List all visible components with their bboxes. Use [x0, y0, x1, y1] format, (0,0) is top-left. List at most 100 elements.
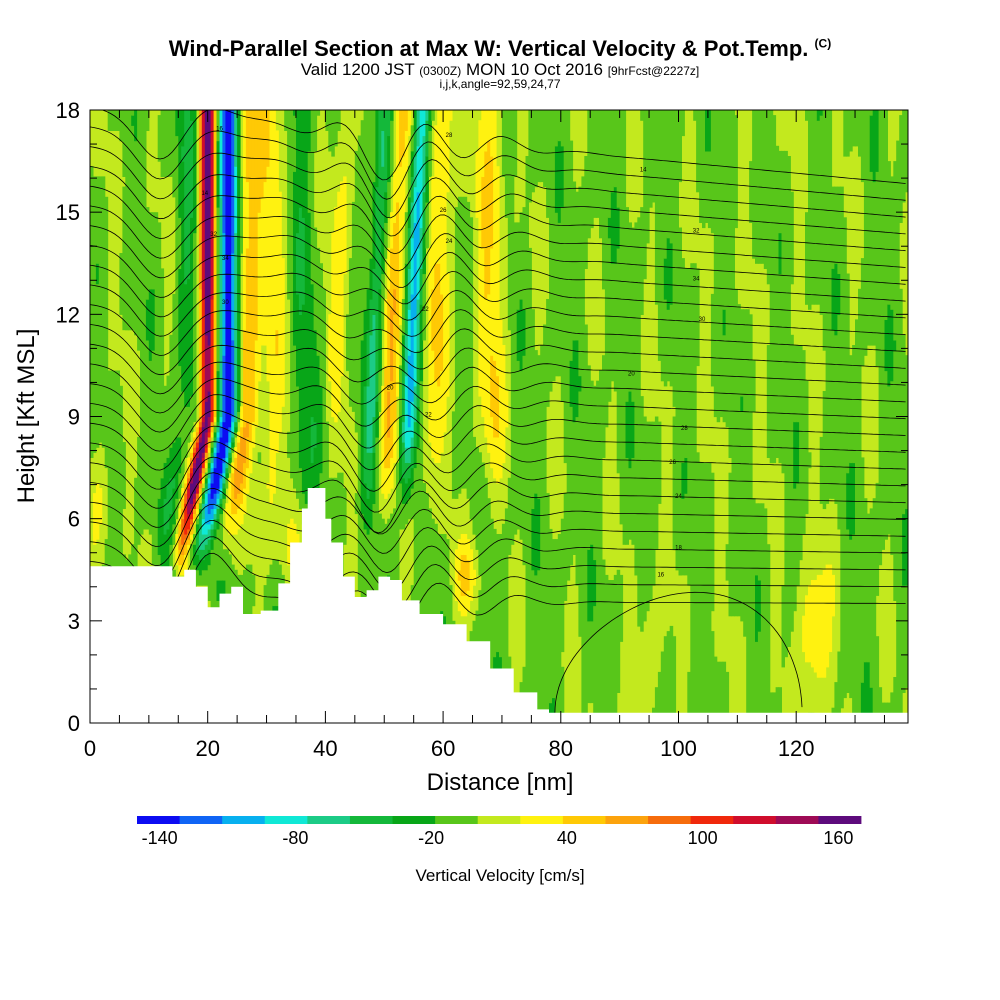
- field-cell: [884, 110, 888, 320]
- theta-contour: [90, 456, 906, 534]
- field-cell: [860, 258, 865, 366]
- field-cell: [657, 110, 662, 361]
- field-cell: [216, 528, 220, 581]
- field-cell: [310, 283, 315, 418]
- field-cell: [531, 569, 535, 723]
- field-cell: [198, 288, 203, 418]
- field-cell: [195, 554, 200, 571]
- field-cell: [222, 421, 226, 458]
- field-cell: [145, 110, 150, 131]
- field-cell: [863, 110, 868, 356]
- field-cell: [893, 350, 897, 601]
- field-cell: [98, 176, 103, 443]
- field-cell: [407, 309, 412, 356]
- field-cell: [260, 196, 265, 346]
- field-cell: [210, 482, 215, 499]
- colorbar-swatch: [648, 816, 692, 824]
- field-cell: [734, 115, 738, 229]
- field-cell: [222, 477, 226, 484]
- field-cell: [760, 503, 765, 723]
- field-cell: [193, 110, 197, 234]
- field-cell: [681, 258, 685, 463]
- field-cell: [849, 110, 853, 152]
- field-cell: [828, 110, 833, 499]
- field-cell: [413, 421, 418, 448]
- field-cell: [190, 503, 194, 509]
- field-cell: [248, 564, 253, 642]
- contour-label: 18: [675, 545, 682, 551]
- field-cell: [166, 528, 170, 571]
- field-cell: [816, 110, 821, 121]
- field-cell: [728, 110, 732, 458]
- field-cell: [469, 217, 474, 520]
- y-tick-label: 15: [56, 200, 80, 225]
- field-cell: [384, 222, 388, 259]
- field-cell: [660, 651, 665, 723]
- y-tick-label: 0: [68, 711, 80, 736]
- field-cell: [169, 334, 173, 448]
- field-cell: [128, 110, 132, 331]
- field-cell: [363, 385, 368, 484]
- field-cell: [575, 416, 579, 586]
- field-cell: [372, 416, 376, 453]
- field-cell: [481, 462, 485, 699]
- field-cell: [396, 339, 400, 397]
- field-cell: [407, 462, 412, 479]
- field-cell: [666, 237, 671, 310]
- theta-contour: [90, 425, 906, 492]
- field-cell: [869, 508, 874, 688]
- field-cell: [404, 375, 409, 448]
- field-cell: [905, 110, 908, 193]
- field-cell: [481, 247, 485, 418]
- field-cell: [781, 150, 785, 474]
- field-cell: [740, 411, 744, 622]
- field-cell: [454, 207, 459, 499]
- field-cell: [207, 462, 212, 469]
- field-cell: [166, 110, 170, 177]
- field-cell: [407, 227, 412, 269]
- field-cell: [866, 661, 871, 723]
- field-cell: [216, 488, 220, 494]
- field-cell: [178, 508, 182, 525]
- field-cell: [184, 493, 188, 504]
- field-cell: [222, 472, 226, 479]
- field-cell: [896, 140, 900, 723]
- field-cell: [348, 258, 353, 407]
- field-cell: [237, 493, 241, 509]
- field-cell: [216, 493, 220, 499]
- field-cell: [193, 462, 197, 469]
- field-cell: [207, 416, 212, 428]
- field-cell: [234, 457, 238, 469]
- field-cell: [575, 339, 579, 418]
- x-axis-label: Distance [nm]: [427, 769, 574, 796]
- field-cell: [613, 110, 618, 188]
- colorbar-tick-label: 40: [557, 828, 577, 848]
- field-cell: [899, 115, 903, 223]
- field-cell: [340, 181, 344, 377]
- field-cell: [675, 110, 679, 571]
- field-cell: [201, 534, 206, 550]
- field-cell: [187, 472, 191, 479]
- field-cell: [822, 569, 827, 678]
- field-cell: [672, 110, 677, 407]
- field-cell: [201, 421, 206, 428]
- field-cell: [298, 467, 303, 510]
- theta-contour: [554, 591, 803, 713]
- field-cell: [201, 426, 206, 453]
- field-cell: [602, 355, 606, 458]
- field-cell: [110, 110, 115, 131]
- field-cell: [187, 539, 191, 545]
- field-cell: [210, 452, 215, 458]
- field-cell: [799, 345, 803, 561]
- theta-contour: [90, 343, 906, 395]
- field-cell: [195, 452, 200, 458]
- field-cell: [366, 452, 371, 499]
- field-cell: [187, 477, 191, 484]
- field-cell: [699, 110, 703, 223]
- field-cell: [557, 534, 562, 723]
- field-cell: [628, 222, 632, 392]
- field-cell: [222, 232, 226, 356]
- field-cell: [396, 110, 400, 203]
- field-cell: [216, 452, 220, 489]
- field-cell: [363, 482, 368, 530]
